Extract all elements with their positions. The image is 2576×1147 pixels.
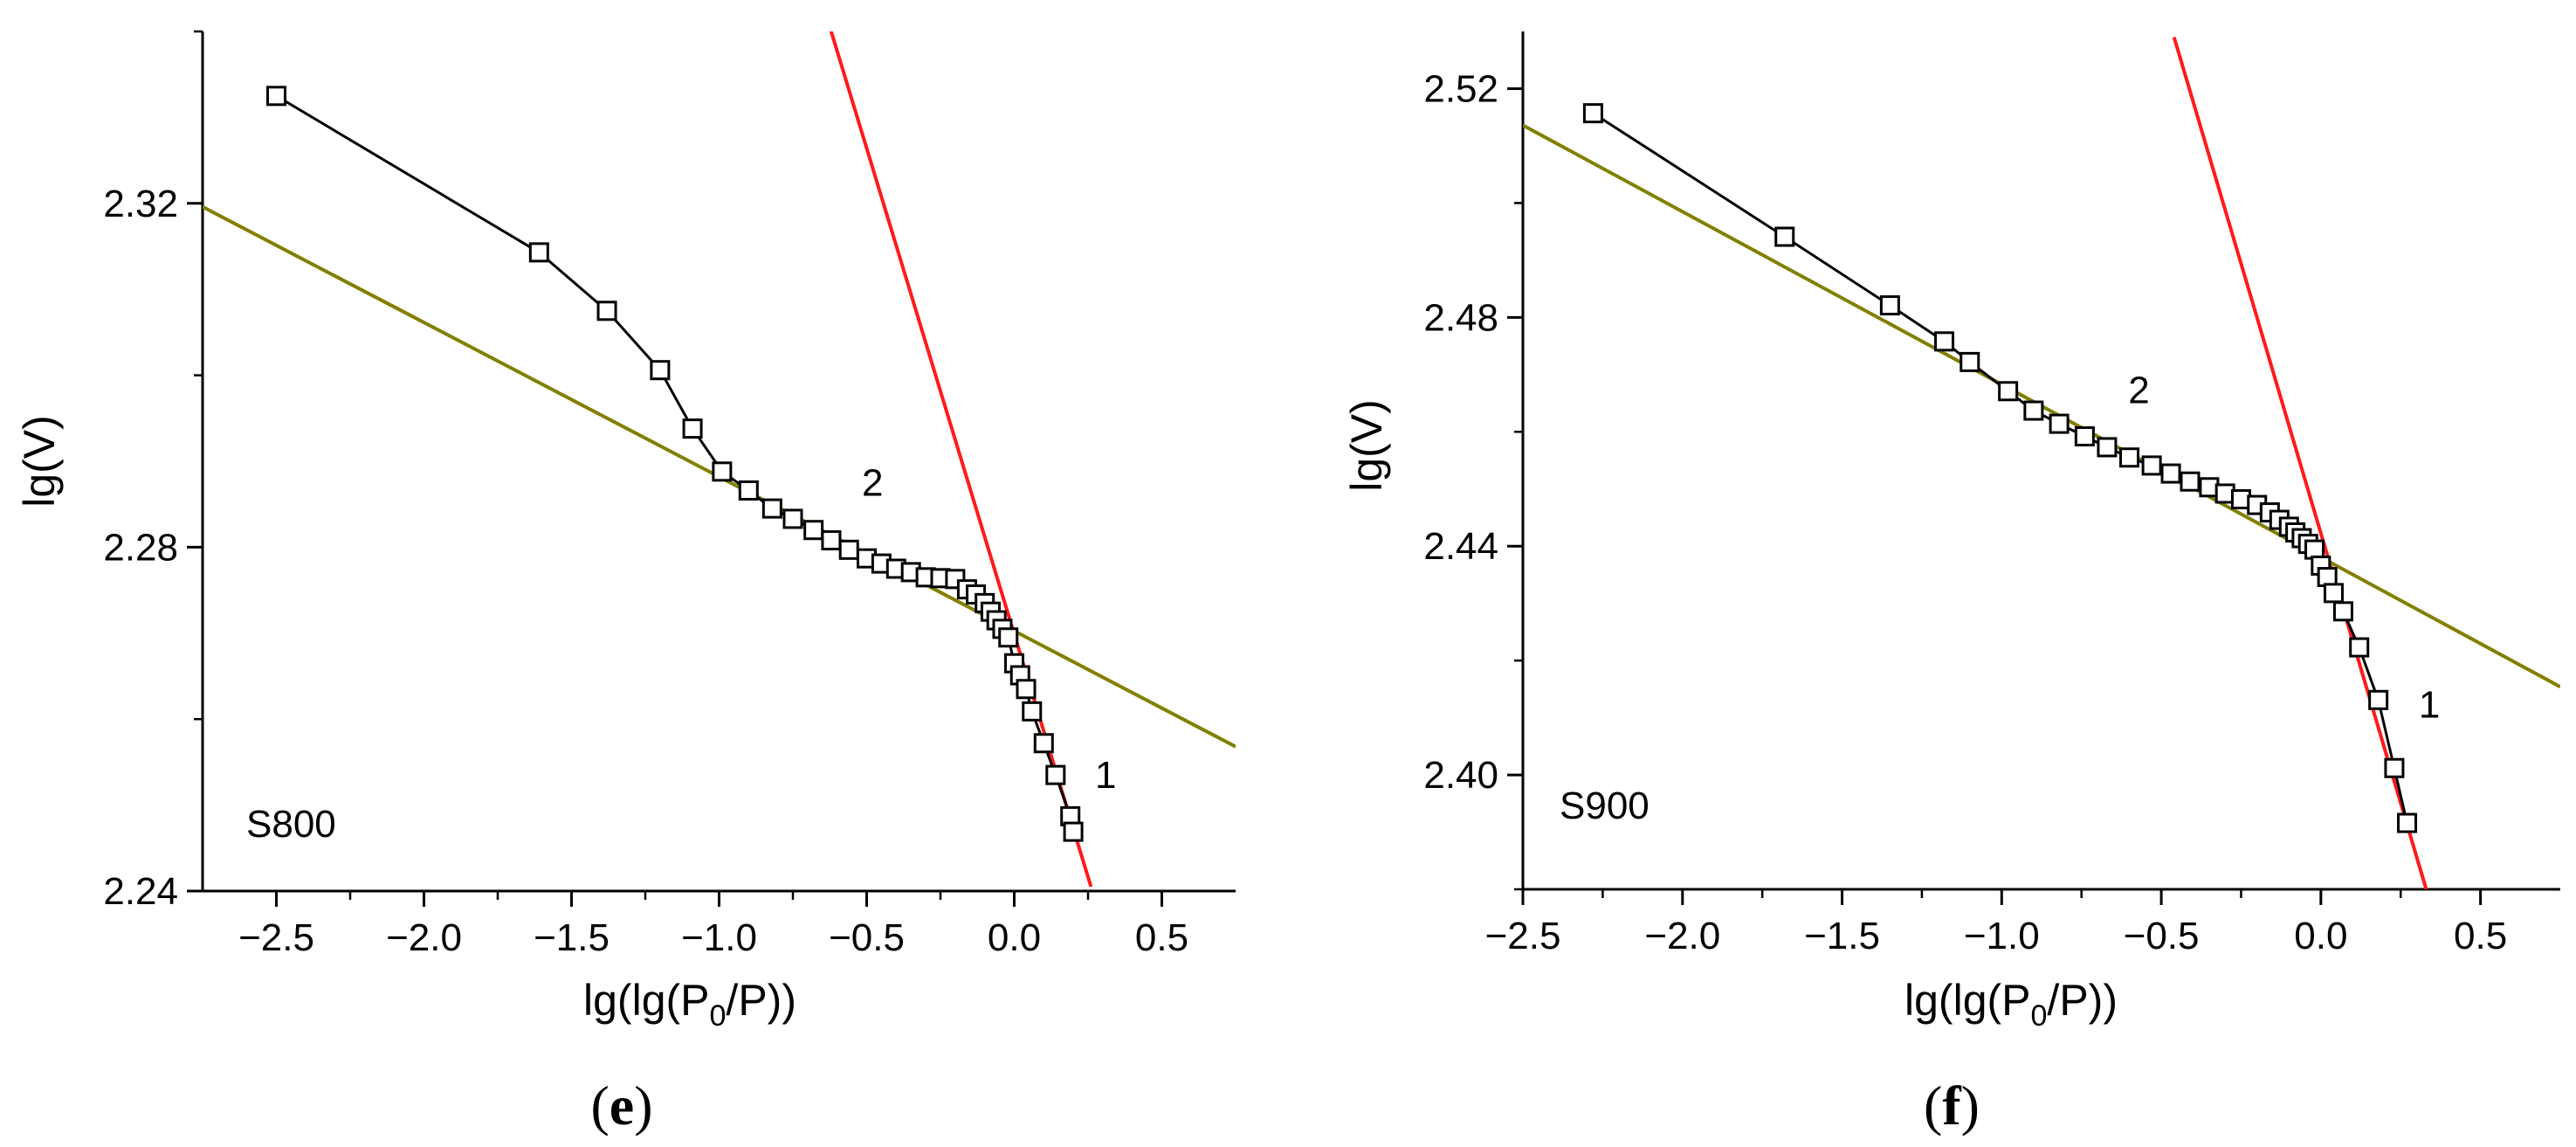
data-point [266, 86, 286, 107]
sample-label: S800 [246, 803, 336, 846]
annotation-label: 1 [2419, 684, 2440, 727]
data-point [2023, 400, 2044, 421]
data-point [821, 530, 842, 551]
y-ticks: 2.24 2.28 2.32 [103, 30, 203, 913]
panel-label: (f) [1924, 1074, 1980, 1137]
data-point [2074, 426, 2095, 447]
annotations: 12 [2128, 370, 2440, 727]
y-tick-label: 2.48 [1423, 296, 1498, 339]
plot-area [1523, 36, 2560, 889]
data-point [596, 301, 617, 321]
data-point [2368, 689, 2389, 710]
data-point [2119, 447, 2140, 468]
data-point [838, 539, 859, 560]
y-axis-title: lg(V) [1342, 399, 1391, 492]
data-point [712, 461, 733, 482]
series-fit-1-line [2172, 36, 2428, 889]
x-tick-label: −2.0 [386, 916, 462, 959]
data-point [1045, 764, 1066, 785]
sample-label: S900 [1560, 784, 1650, 827]
x-tick-label: −1.0 [681, 916, 757, 959]
data-point [2141, 455, 2162, 476]
x-ticks: −2.5 −2.0 −1.5 −1.0 −0.5 0.0 0.5 [1485, 889, 2507, 957]
data-point [2384, 757, 2405, 778]
y-tick-label: 2.52 [1423, 67, 1498, 110]
series-experimental-line [275, 94, 1075, 833]
x-tick-label: −1.5 [1804, 915, 1880, 957]
y-tick-label: 2.44 [1423, 525, 1498, 568]
data-point [1022, 701, 1043, 722]
data-point [2332, 601, 2353, 622]
data-point [2180, 471, 2201, 492]
data-point [803, 520, 824, 541]
x-tick-label: −0.5 [2124, 915, 2200, 957]
chart-panel-f: −2.5 −2.0 −1.5 −1.0 −0.5 0.0 0.5 2.402.442.482… [1342, 31, 2560, 1137]
panel-label: (e) [590, 1074, 652, 1137]
series-experimental-line [1592, 112, 2408, 824]
data-point [1582, 103, 1603, 124]
y-ticks: 2.40 2.44 2.48 2.52 [1423, 67, 1523, 891]
series-fit-1-line [829, 31, 1093, 888]
data-point [528, 242, 549, 263]
data-point [1063, 821, 1084, 842]
x-axis-title: lg(lg(P0/P)) [583, 976, 796, 1033]
y-tick-label: 2.24 [103, 870, 178, 913]
y-axis-title: lg(V) [15, 415, 64, 508]
x-tick-label: −2.0 [1644, 915, 1720, 957]
data-point [782, 508, 803, 529]
y-tick-label: 2.32 [103, 183, 178, 225]
data-point [2349, 637, 2370, 658]
x-ticks: −2.5 −2.0 −1.5 −1.0 −0.5 0.0 0.5 [238, 891, 1188, 959]
annotation-label: 2 [2128, 370, 2149, 412]
x-tick-label: 0.0 [2294, 915, 2347, 957]
x-tick-label: 0.5 [2454, 915, 2507, 957]
data-point [1998, 381, 2019, 402]
chart-panel-e: −2.5 −2.0 −1.5 −1.0 −0.5 0.0 0.5 2.242.282.32 … [15, 30, 1236, 1137]
annotation-label: 2 [862, 461, 883, 504]
x-tick-label: −0.5 [829, 916, 905, 959]
data-point [2323, 583, 2344, 604]
data-point [1033, 733, 1054, 754]
x-tick-label: 0.5 [1135, 916, 1188, 959]
data-point [2049, 413, 2070, 434]
annotations: 12 [862, 461, 1117, 797]
plot-area [203, 31, 1236, 888]
data-point [998, 627, 1019, 648]
x-tick-label: 0.0 [988, 916, 1041, 959]
x-tick-label: −2.5 [1485, 915, 1561, 957]
data-point [1960, 351, 1980, 372]
data-point [1774, 226, 1795, 247]
data-point [682, 418, 703, 439]
data-point [2160, 463, 2181, 484]
annotation-label: 1 [1095, 754, 1116, 797]
x-axis-title: lg(lg(P0/P)) [1904, 976, 2118, 1033]
x-tick-label: −2.5 [238, 916, 314, 959]
data-point [761, 498, 782, 519]
data-point [1879, 295, 1900, 316]
data-point [650, 360, 671, 381]
data-point [2097, 437, 2118, 458]
data-point [1934, 331, 1955, 352]
x-tick-label: −1.0 [1964, 915, 2040, 957]
data-point [738, 480, 759, 501]
x-tick-label: −1.5 [534, 916, 610, 959]
y-tick-label: 2.28 [103, 526, 178, 569]
y-tick-label: 2.40 [1423, 754, 1498, 797]
data-point [2397, 812, 2418, 833]
data-point [1016, 679, 1037, 700]
